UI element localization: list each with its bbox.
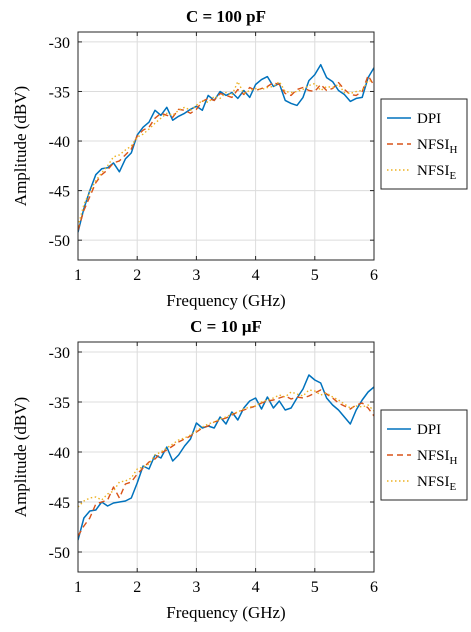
x-tick-label: 1 <box>74 579 82 596</box>
legend-box <box>380 409 468 501</box>
x-tick-label: 3 <box>192 579 200 596</box>
y-tick-label: -40 <box>49 445 70 462</box>
series-line-nfsi-e <box>78 79 374 227</box>
y-tick-label: -35 <box>49 395 70 412</box>
plot-area <box>78 32 374 260</box>
y-tick-label: -40 <box>49 134 70 151</box>
axes-box <box>77 341 375 573</box>
legend-label: NFSIE <box>417 163 457 182</box>
legend-label: NFSIE <box>417 474 457 493</box>
y-tick-label: -45 <box>49 495 70 512</box>
y-tick-label: -45 <box>49 184 70 201</box>
y-tick-label: -30 <box>49 345 70 362</box>
x-tick-label: 6 <box>370 267 378 284</box>
x-tick-label: 6 <box>370 579 378 596</box>
chart-title: C = 100 pF <box>186 7 266 26</box>
series-line-dpi <box>78 63 374 233</box>
y-tick-label: -30 <box>49 35 70 52</box>
x-tick-label: 5 <box>311 267 319 284</box>
y-axis-label: Amplitude (dBV) <box>11 86 30 206</box>
x-tick-label: 3 <box>192 267 200 284</box>
x-tick-label: 5 <box>311 579 319 596</box>
x-tick-label: 2 <box>133 579 141 596</box>
y-tick-label: -50 <box>49 545 70 562</box>
legend-label: DPI <box>417 422 441 438</box>
legend-label: NFSIH <box>417 448 458 467</box>
legend-box <box>380 98 468 190</box>
x-tick-label: 4 <box>252 267 260 284</box>
y-tick-label: -35 <box>49 84 70 101</box>
legend: DPI NFSIH NFSIE <box>380 409 468 501</box>
x-tick-label: 2 <box>133 267 141 284</box>
legend: DPI NFSIH NFSIE <box>380 98 468 190</box>
y-axis-label: Amplitude (dBV) <box>11 397 30 517</box>
chart-2: 1 2 3 4 5 6 -50 -45 -40 -35 -30 C = 10 μF Frequency … <box>11 317 468 622</box>
x-axis-label: Frequency (GHz) <box>166 291 285 310</box>
x-tick-label: 4 <box>252 579 260 596</box>
series-line-nfsi-h <box>78 389 374 537</box>
x-tick-label: 1 <box>74 267 82 284</box>
y-tick-label: -50 <box>49 233 70 250</box>
chart-title: C = 10 μF <box>190 317 262 336</box>
legend-label: DPI <box>417 111 441 127</box>
legend-label: NFSIH <box>417 137 458 156</box>
plot-area <box>78 342 374 572</box>
chart-1: 1 2 3 4 5 6 -50 -45 -40 -35 -30 C = 100 pF Frequency… <box>11 7 468 310</box>
x-axis-label: Frequency (GHz) <box>166 603 285 622</box>
axes-box <box>77 31 375 261</box>
series-line-nfsi-h <box>78 74 374 231</box>
